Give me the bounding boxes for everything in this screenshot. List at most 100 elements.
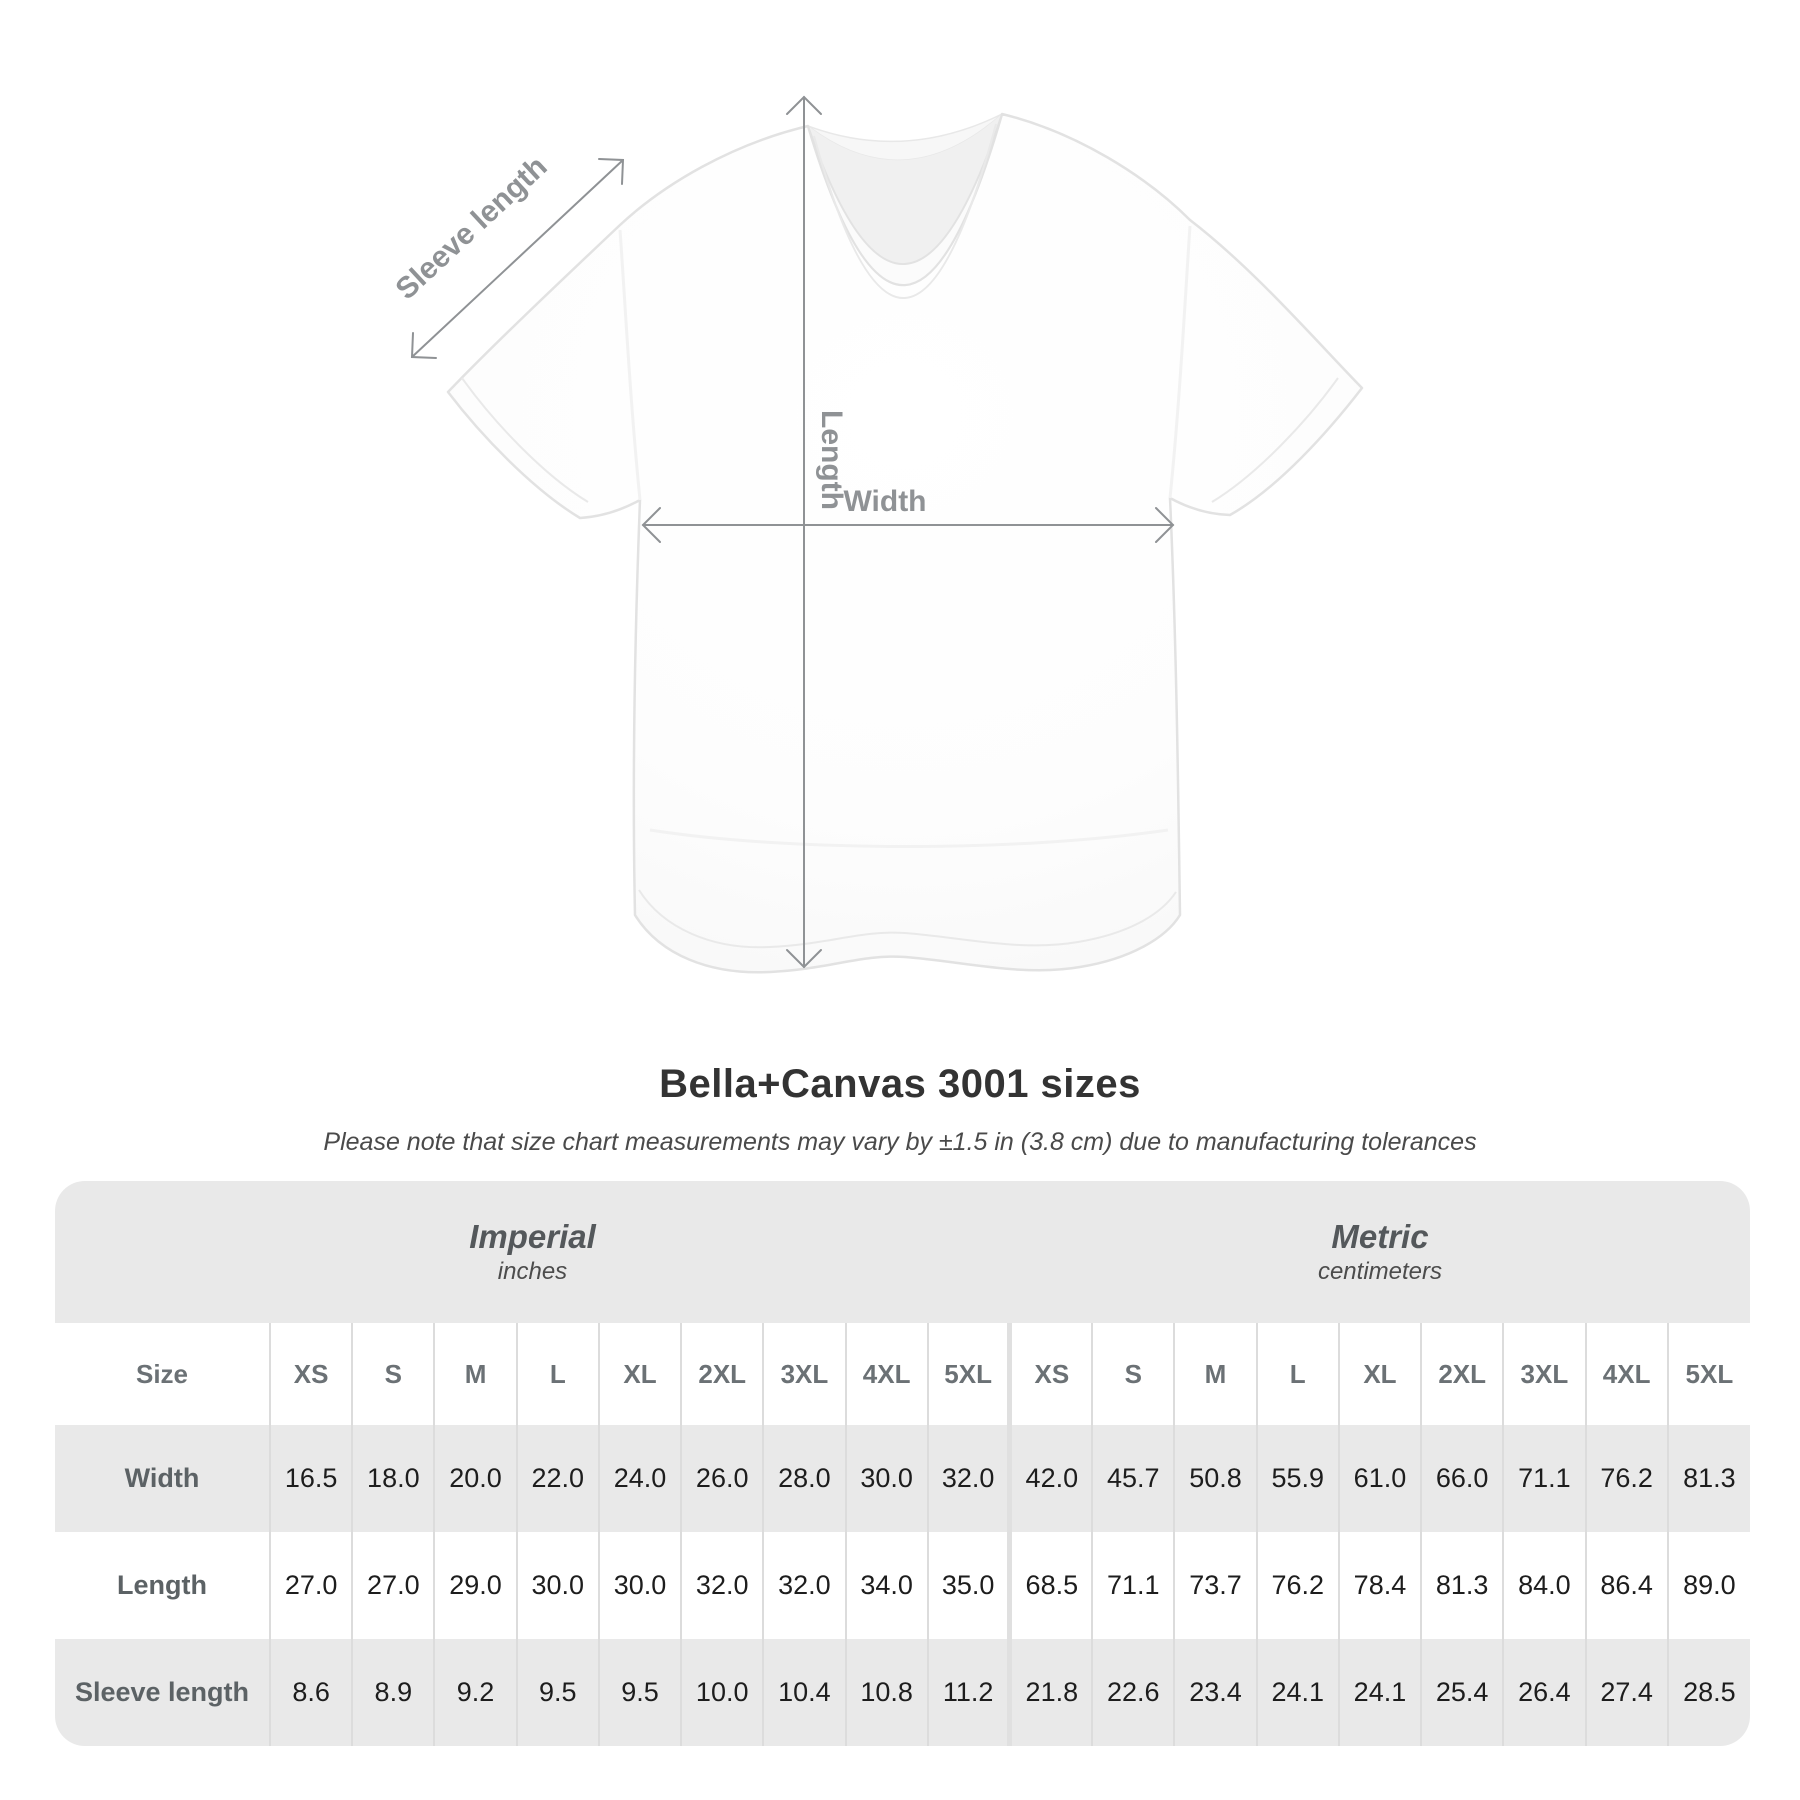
- sleeve-length-label: Sleeve length: [390, 150, 554, 306]
- value-cell: 8.6: [268, 1639, 353, 1746]
- value-cell: 9.2: [433, 1639, 517, 1746]
- value-cell: 45.7: [1091, 1425, 1175, 1532]
- size-header-imperial-xs: XS: [268, 1323, 353, 1425]
- value-cell: 28.5: [1666, 1639, 1750, 1746]
- value-cell: 22.6: [1091, 1639, 1175, 1746]
- value-cell: 24.1: [1255, 1639, 1339, 1746]
- page-title: Bella+Canvas 3001 sizes: [659, 1062, 1141, 1106]
- hem-stitch: [638, 889, 1177, 949]
- size-header-metric-xl: XL: [1337, 1323, 1422, 1425]
- tshirt-diagram: Length Width Sleeve length: [330, 70, 1470, 1040]
- table-row-length: Length 27.0 27.0 29.0 30.0 30.0 32.0 32.0 34.0 35…: [55, 1532, 1750, 1639]
- unit-group-row: Imperial inches Metric centimeters: [55, 1181, 1750, 1323]
- value-cell: 11.2: [926, 1639, 1010, 1746]
- width-arrow-left-icon: [641, 507, 661, 543]
- value-cell: 34.0: [844, 1532, 928, 1639]
- right-cuff-fold: [1211, 377, 1339, 503]
- size-header-metric-4xl: 4XL: [1584, 1323, 1668, 1425]
- size-header-metric-5xl: 5XL: [1666, 1323, 1750, 1425]
- value-cell: 81.3: [1666, 1425, 1750, 1532]
- size-corner-header: Size: [135, 1358, 189, 1389]
- value-cell: 21.8: [1007, 1639, 1093, 1746]
- size-header-metric-m: M: [1173, 1323, 1257, 1425]
- length-arrow-top-icon: [786, 95, 822, 115]
- value-cell: 10.0: [680, 1639, 764, 1746]
- value-cell: 29.0: [433, 1532, 517, 1639]
- size-table: Imperial inches Metric centimeters Size XS S M…: [55, 1181, 1750, 1746]
- size-header-imperial-3xl: 3XL: [762, 1323, 846, 1425]
- width-measure: Width: [641, 485, 1175, 543]
- value-cell: 84.0: [1502, 1532, 1586, 1639]
- sleeve-arrow-bottom-icon: [410, 332, 437, 359]
- value-cell: 30.0: [597, 1532, 682, 1639]
- value-cell: 27.0: [351, 1532, 435, 1639]
- value-cell: 25.4: [1420, 1639, 1504, 1746]
- tshirt-body: [446, 112, 1364, 974]
- tolerance-note: Please note that size chart measurements…: [323, 1128, 1477, 1156]
- value-cell: 8.9: [351, 1639, 435, 1746]
- value-cell: 32.0: [926, 1425, 1010, 1532]
- size-header-imperial-2xl: 2XL: [680, 1323, 764, 1425]
- value-cell: 61.0: [1337, 1425, 1422, 1532]
- tshirt-svg: Length Width Sleeve length: [390, 95, 1364, 974]
- value-cell: 86.4: [1584, 1532, 1668, 1639]
- collar-inner-shadow: [808, 114, 1002, 265]
- value-cell: 42.0: [1007, 1425, 1093, 1532]
- size-header-imperial-s: S: [351, 1323, 435, 1425]
- value-cell: 16.5: [268, 1425, 353, 1532]
- value-cell: 55.9: [1255, 1425, 1339, 1532]
- size-header-metric-l: L: [1255, 1323, 1339, 1425]
- size-table-card: Imperial inches Metric centimeters Size XS S M…: [55, 1181, 1750, 1746]
- value-cell: 26.0: [680, 1425, 764, 1532]
- unit-group-header-metric: Metric centimeters: [1010, 1181, 1750, 1323]
- value-cell: 71.1: [1091, 1532, 1175, 1639]
- left-sleeve-seam: [618, 229, 642, 501]
- body-wrinkle: [649, 828, 1169, 848]
- unit-group-unit: centimeters: [1317, 1258, 1442, 1285]
- value-cell: 76.2: [1584, 1425, 1668, 1532]
- value-cell: 78.4: [1337, 1532, 1422, 1639]
- left-cuff-fold: [461, 377, 589, 503]
- width-arrow-right-icon: [1155, 507, 1175, 543]
- sleeve-arrow-top-icon: [598, 158, 625, 185]
- value-cell: 32.0: [680, 1532, 764, 1639]
- value-cell: 23.4: [1173, 1639, 1257, 1746]
- size-header-row: Size XS S M L XL 2XL 3XL 4XL 5XL XS S M L XL 2XL 3XL 4XL 5…: [55, 1323, 1750, 1425]
- value-cell: 81.3: [1420, 1532, 1504, 1639]
- size-header-metric-xs: XS: [1007, 1323, 1093, 1425]
- value-cell: 30.0: [844, 1425, 928, 1532]
- value-cell: 26.4: [1502, 1639, 1586, 1746]
- value-cell: 76.2: [1255, 1532, 1339, 1639]
- value-cell: 20.0: [433, 1425, 517, 1532]
- value-cell: 32.0: [762, 1532, 846, 1639]
- row-label: Sleeve length: [74, 1677, 250, 1707]
- table-row-sleeve-length: Sleeve length 8.6 8.9 9.2 9.5 9.5 10.0 10.4 10.8…: [55, 1639, 1750, 1746]
- value-cell: 27.4: [1584, 1639, 1668, 1746]
- row-label: Length: [117, 1570, 207, 1600]
- unit-group-header-imperial: Imperial inches: [55, 1181, 1010, 1323]
- value-cell: 9.5: [597, 1639, 682, 1746]
- value-cell: 30.0: [515, 1532, 599, 1639]
- value-cell: 73.7: [1173, 1532, 1257, 1639]
- unit-group-label: Imperial: [469, 1218, 596, 1255]
- value-cell: 9.5: [515, 1639, 599, 1746]
- size-header-imperial-l: L: [515, 1323, 599, 1425]
- table-row-width: Width 16.5 18.0 20.0 22.0 24.0 26.0 28.0 30.0 32.…: [55, 1425, 1750, 1532]
- collar-front-band: [807, 113, 1003, 286]
- length-measure: Length: [786, 95, 848, 969]
- value-cell: 10.4: [762, 1639, 846, 1746]
- value-cell: 22.0: [515, 1425, 599, 1532]
- value-cell: 66.0: [1420, 1425, 1504, 1532]
- value-cell: 24.1: [1337, 1639, 1422, 1746]
- value-cell: 28.0: [762, 1425, 846, 1532]
- value-cell: 10.8: [844, 1639, 928, 1746]
- size-header-metric-3xl: 3XL: [1502, 1323, 1586, 1425]
- value-cell: 27.0: [268, 1532, 353, 1639]
- value-cell: 24.0: [597, 1425, 682, 1532]
- value-cell: 50.8: [1173, 1425, 1257, 1532]
- size-header-metric-s: S: [1091, 1323, 1175, 1425]
- value-cell: 35.0: [926, 1532, 1010, 1639]
- length-arrow-bottom-icon: [786, 949, 822, 969]
- value-cell: 18.0: [351, 1425, 435, 1532]
- value-cell: 89.0: [1666, 1532, 1750, 1639]
